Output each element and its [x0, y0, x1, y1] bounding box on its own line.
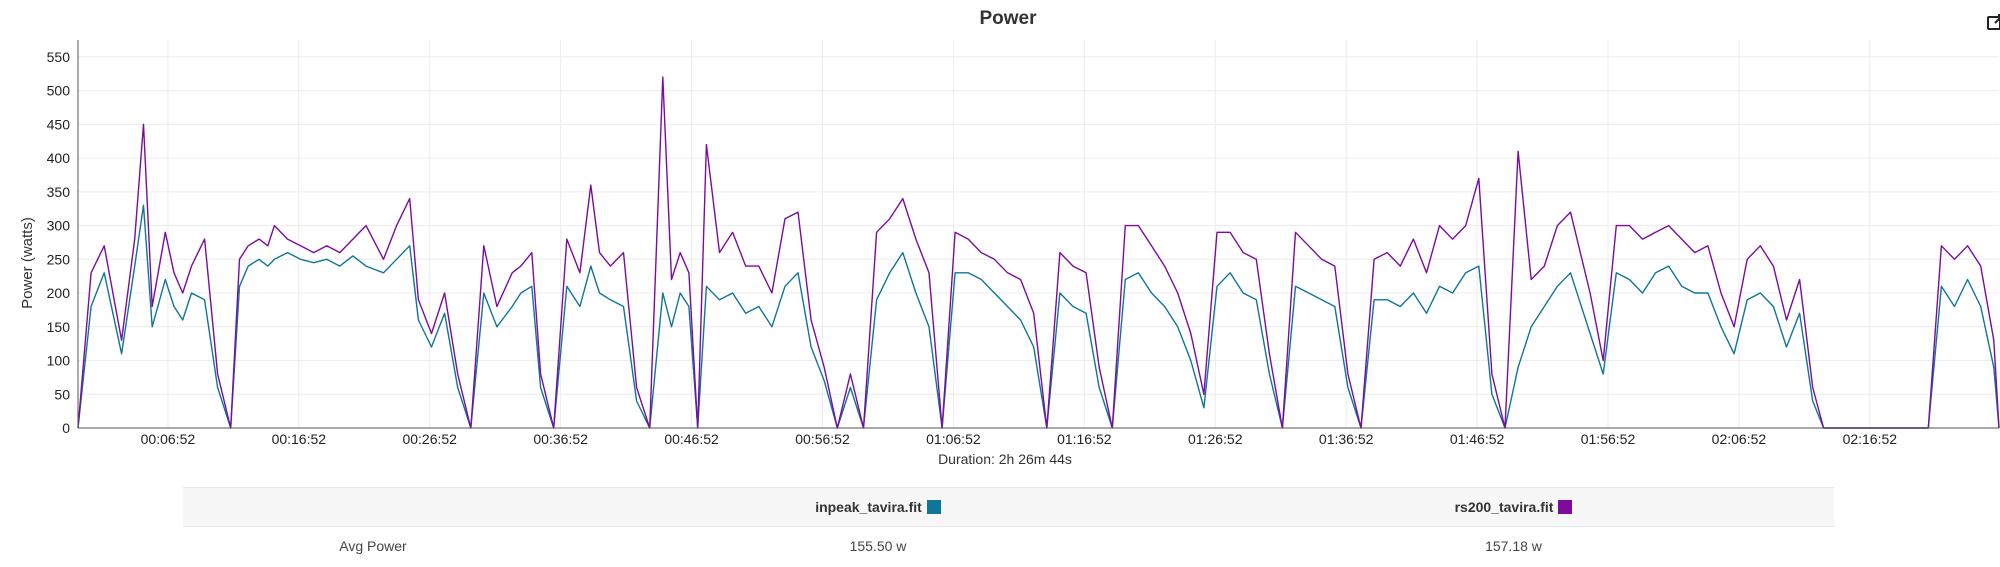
- grid-lines: [78, 40, 1999, 429]
- y-tick-label: 250: [47, 251, 71, 267]
- power-chart: 0 50 100 150 200 250 300 350 400 450 500 550 00:06:5…: [19, 40, 2000, 467]
- inpeak-color-swatch: [926, 500, 941, 514]
- x-tick-label: 00:16:52: [272, 431, 327, 447]
- x-tick-label: 00:46:52: [664, 431, 719, 447]
- summary-table: inpeak_tavira.fit rs200_tavira.fit Avg P…: [183, 487, 1834, 565]
- y-tick-label: 550: [47, 49, 71, 65]
- series-name-rs200: rs200_tavira.fit: [1454, 499, 1554, 515]
- x-tick-label: 01:56:52: [1581, 431, 1636, 447]
- table-header-row: inpeak_tavira.fit rs200_tavira.fit: [183, 487, 1834, 527]
- series-header-inpeak: inpeak_tavira.fit: [563, 488, 1193, 527]
- x-tick-label: 01:36:52: [1319, 431, 1374, 447]
- x-tick-label: 02:16:52: [1843, 431, 1898, 447]
- y-tick-label: 200: [47, 285, 71, 301]
- y-axis-label: Power (watts): [19, 217, 36, 309]
- x-tick-label: 01:46:52: [1450, 431, 1505, 447]
- x-axis-label: Duration: 2h 26m 44s: [938, 451, 1072, 467]
- y-tick-label: 450: [47, 116, 71, 132]
- x-tick-label: 00:26:52: [402, 431, 457, 447]
- series-name-inpeak: inpeak_tavira.fit: [815, 499, 922, 515]
- x-tick-label: 00:06:52: [141, 431, 196, 447]
- x-tick-label: 00:56:52: [795, 431, 850, 447]
- y-tick-label: 300: [47, 218, 71, 234]
- y-tick-label: 400: [47, 150, 71, 166]
- rs200-color-swatch: [1558, 500, 1573, 514]
- avg-power-inpeak: 155.50 w: [849, 538, 907, 554]
- x-tick-label: 01:06:52: [926, 431, 981, 447]
- y-tick-label: 0: [62, 420, 70, 436]
- series-line-inpeak: [77, 204, 2000, 429]
- x-tick-label: 01:26:52: [1188, 431, 1243, 447]
- axes: 0 50 100 150 200 250 300 350 400 450 500 550 00:06:5…: [47, 40, 1999, 447]
- avg-power-rs200: 157.18 w: [1485, 538, 1542, 554]
- x-tick-label: 01:16:52: [1057, 431, 1112, 447]
- y-tick-label: 50: [54, 386, 70, 402]
- y-tick-label: 350: [47, 184, 71, 200]
- row-label-avg-power: Avg Power: [339, 538, 407, 554]
- y-tick-label: 500: [47, 83, 71, 99]
- table-header-empty: [183, 488, 563, 527]
- y-tick-label: 100: [47, 353, 71, 369]
- table-row: Avg Power 155.50 w 157.18 w: [183, 527, 1834, 566]
- x-tick-label: 02:06:52: [1712, 431, 1767, 447]
- y-tick-label: 150: [47, 319, 71, 335]
- x-tick-label: 00:36:52: [533, 431, 588, 447]
- series-header-rs200: rs200_tavira.fit: [1193, 488, 1834, 527]
- series-line-rs200: [77, 76, 2000, 429]
- series-lines: [77, 76, 2000, 429]
- chart-title: Power: [979, 8, 1037, 29]
